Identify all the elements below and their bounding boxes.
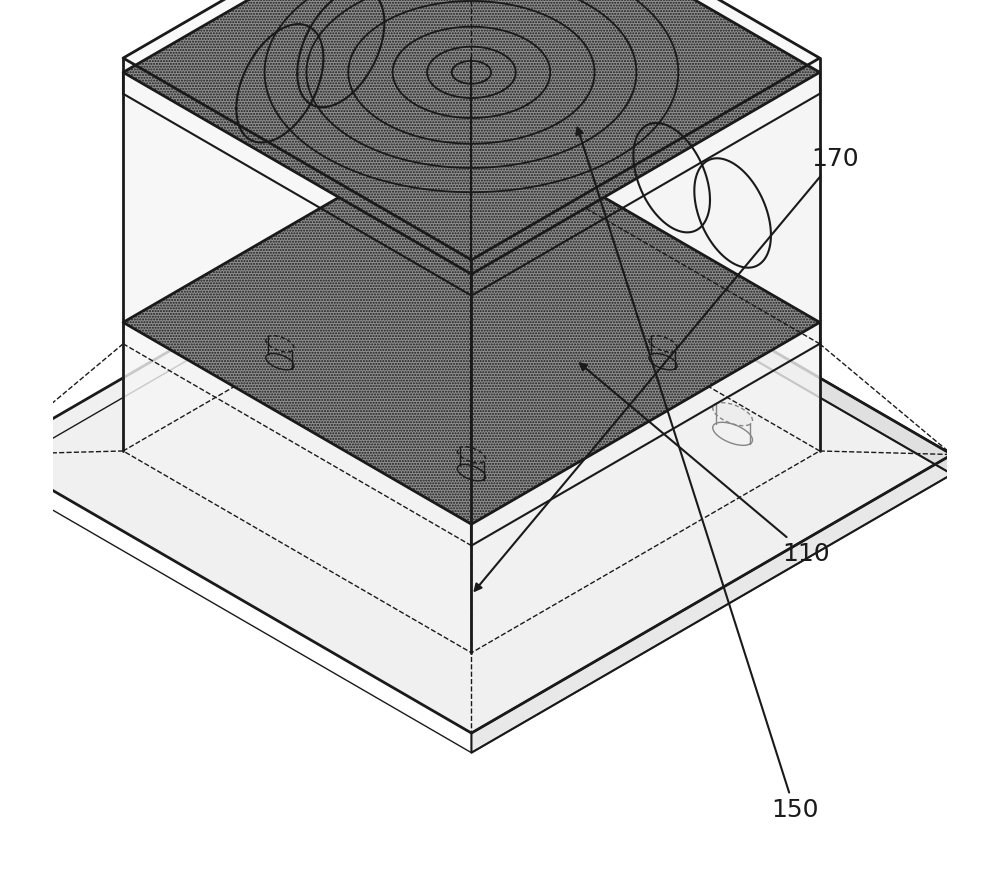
Polygon shape [649, 336, 677, 352]
Polygon shape [521, 292, 561, 314]
Polygon shape [457, 243, 486, 259]
Polygon shape [457, 464, 486, 480]
Text: 160: 160 [0, 892, 1, 893]
Polygon shape [123, 58, 471, 653]
Polygon shape [266, 354, 294, 370]
Polygon shape [0, 176, 952, 733]
Polygon shape [713, 403, 752, 426]
Polygon shape [457, 446, 486, 463]
Polygon shape [266, 336, 294, 352]
Polygon shape [123, 0, 820, 274]
Polygon shape [123, 0, 471, 451]
Polygon shape [521, 312, 561, 334]
Polygon shape [713, 422, 752, 446]
Polygon shape [471, 58, 820, 653]
Polygon shape [471, 455, 952, 753]
Polygon shape [123, 0, 820, 260]
Polygon shape [471, 176, 952, 474]
Text: 170: 170 [475, 147, 859, 591]
Text: 110: 110 [580, 363, 830, 565]
Polygon shape [649, 354, 677, 370]
Polygon shape [123, 121, 820, 524]
Text: 150: 150 [576, 128, 818, 822]
Polygon shape [471, 0, 820, 451]
Polygon shape [457, 225, 486, 241]
